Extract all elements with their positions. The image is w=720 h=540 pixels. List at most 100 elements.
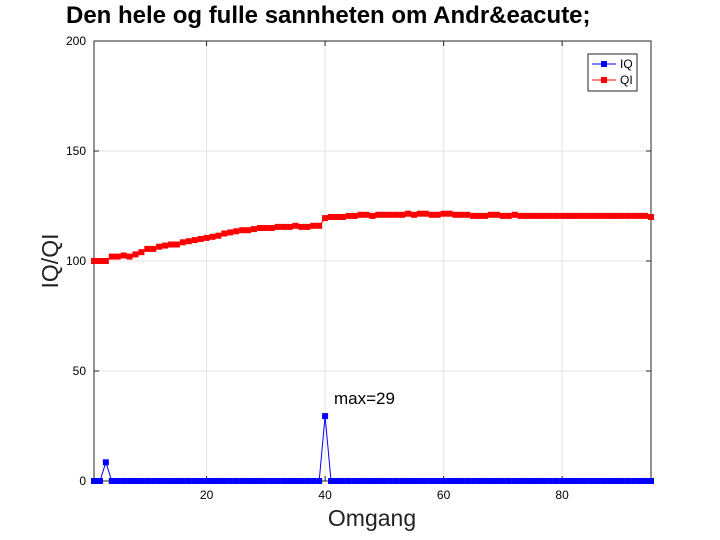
data-point-qi <box>612 212 619 219</box>
data-point-qi <box>493 211 500 218</box>
data-point-qi <box>274 223 281 230</box>
data-point-qi <box>476 212 483 219</box>
data-point-iq <box>191 478 198 484</box>
data-point-qi <box>529 212 536 219</box>
data-point-iq <box>185 478 192 484</box>
data-point-qi <box>553 212 560 219</box>
data-point-iq <box>304 478 311 484</box>
data-point-qi <box>523 212 530 219</box>
data-point-qi <box>648 214 654 220</box>
data-point-qi <box>576 212 583 219</box>
data-point-iq <box>511 478 518 484</box>
data-point-iq <box>179 478 186 484</box>
legend-box <box>587 53 638 92</box>
data-point-qi <box>565 212 572 219</box>
data-point-iq <box>168 478 175 484</box>
data-point-qi <box>393 211 400 218</box>
data-point-qi <box>636 212 643 219</box>
data-point-iq <box>316 478 323 484</box>
data-point-iq <box>256 478 263 484</box>
data-point-iq <box>351 478 358 484</box>
y-tick-label: 50 <box>73 364 87 378</box>
data-point-qi <box>292 222 299 229</box>
data-point-iq <box>470 478 477 484</box>
data-point-iq <box>381 478 388 484</box>
data-point-qi <box>96 258 103 264</box>
data-point-qi <box>517 212 524 219</box>
data-point-qi <box>298 223 305 230</box>
data-point-iq <box>375 478 382 484</box>
data-point-qi <box>150 245 157 252</box>
series-qi <box>91 210 654 264</box>
data-point-qi <box>162 242 169 249</box>
data-point-iq <box>108 478 115 484</box>
data-point-iq <box>428 478 435 484</box>
data-point-iq <box>523 478 530 484</box>
series-iq <box>91 413 654 484</box>
y-tick-label: 150 <box>66 144 86 158</box>
data-point-qi <box>168 241 175 248</box>
data-point-iq <box>422 478 429 484</box>
data-point-iq <box>434 478 441 484</box>
data-point-iq <box>339 478 346 484</box>
series-layer <box>91 210 654 484</box>
data-point-qi <box>209 233 216 240</box>
data-point-iq <box>636 478 643 484</box>
data-point-qi <box>399 211 406 218</box>
series-line-qi <box>94 213 652 262</box>
chart-title: Den hele og fulle sannheten om Andr&eacu… <box>66 2 591 29</box>
data-point-iq <box>464 478 471 484</box>
data-point-qi <box>351 212 358 219</box>
data-point-qi <box>600 212 607 219</box>
data-point-iq <box>624 478 631 484</box>
data-point-iq <box>197 478 204 484</box>
data-point-qi <box>416 210 423 217</box>
data-point-qi <box>588 212 595 219</box>
data-point-qi <box>434 211 441 218</box>
legend-marker-iq <box>601 61 607 67</box>
legend: IQ QI <box>587 53 638 92</box>
data-point-qi <box>464 211 471 218</box>
data-point-iq <box>565 478 572 484</box>
data-point-iq <box>203 478 210 484</box>
data-point-qi <box>363 211 370 218</box>
data-point-iq <box>458 478 465 484</box>
data-point-iq <box>126 478 133 484</box>
data-point-iq <box>274 478 281 484</box>
data-point-iq <box>310 478 317 484</box>
data-point-qi <box>179 239 186 246</box>
axis-ticks: 20 40 60 80 0 50 100 150 200 <box>66 34 651 502</box>
data-point-iq <box>245 478 252 484</box>
data-point-qi <box>173 241 180 248</box>
data-point-iq <box>156 478 163 484</box>
data-point-qi <box>256 225 263 231</box>
y-axis-label: IQ/QI <box>37 234 63 289</box>
data-point-qi <box>280 223 287 230</box>
data-point-iq <box>559 478 566 484</box>
data-point-iq <box>132 478 139 484</box>
data-point-qi <box>422 210 429 217</box>
data-point-qi <box>144 245 151 252</box>
data-point-iq <box>505 478 512 484</box>
data-point-iq <box>280 478 287 484</box>
data-point-iq <box>262 478 269 484</box>
data-point-qi <box>185 238 192 245</box>
data-point-iq <box>606 478 613 484</box>
data-point-qi <box>233 228 240 235</box>
data-point-iq <box>221 478 228 484</box>
data-point-iq <box>250 478 257 484</box>
data-point-qi <box>488 211 495 218</box>
data-point-iq <box>499 478 506 484</box>
data-point-iq <box>120 478 127 484</box>
data-point-qi <box>102 258 109 264</box>
data-point-iq <box>102 459 109 466</box>
data-point-iq <box>582 478 589 484</box>
data-point-qi <box>286 223 293 230</box>
data-point-qi <box>535 212 542 219</box>
data-point-iq <box>114 478 121 484</box>
data-point-qi <box>120 252 127 259</box>
data-point-qi <box>227 229 234 236</box>
data-point-iq <box>322 413 329 420</box>
data-point-qi <box>268 225 275 231</box>
